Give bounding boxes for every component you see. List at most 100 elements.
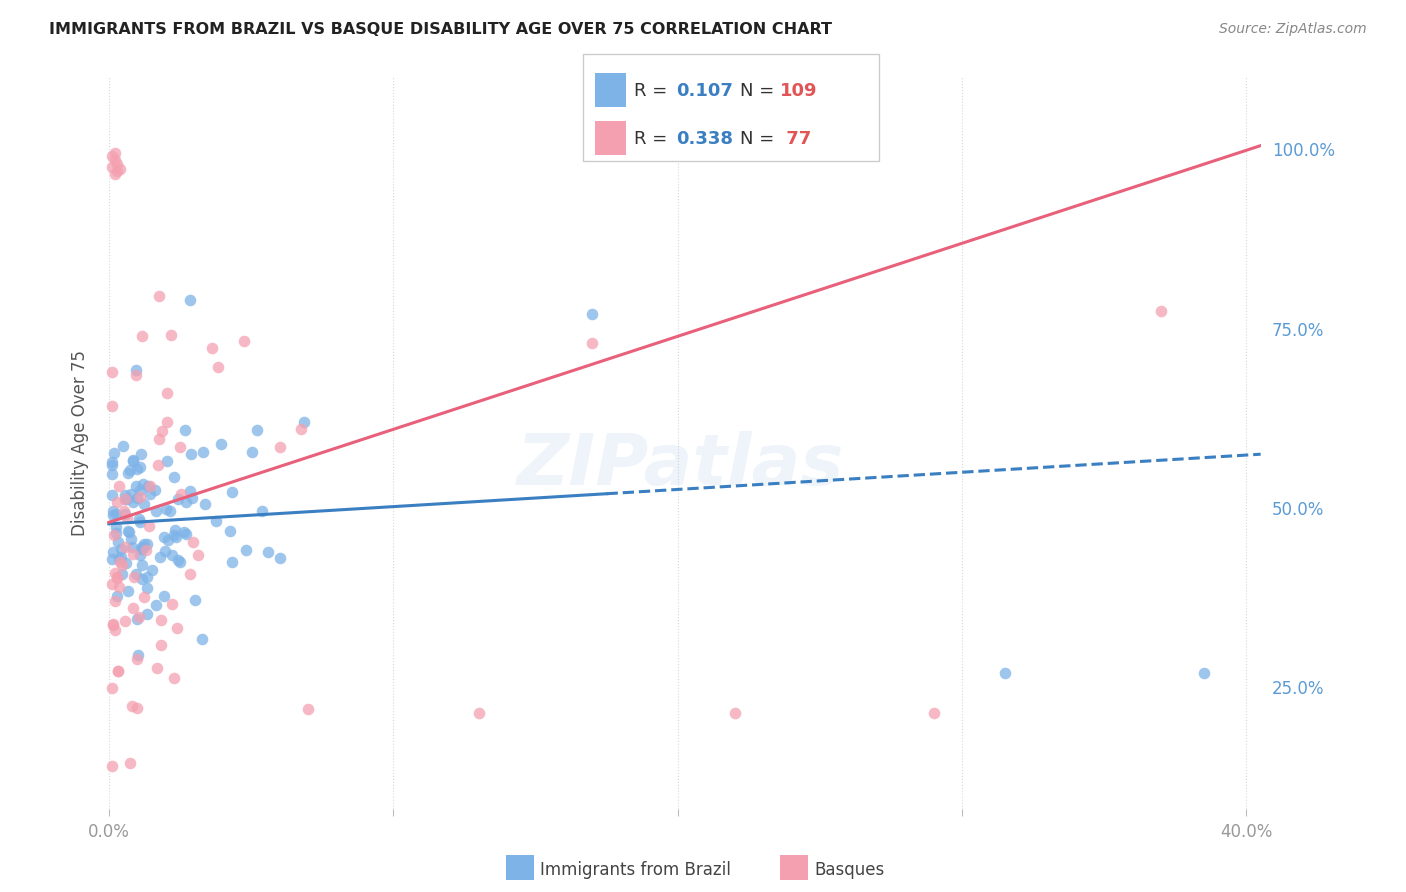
Point (165, 530, 187, 544)
Point (169, 555, 191, 569)
Point (174, 527, 197, 541)
Point (127, 462, 149, 476)
Point (132, 476, 155, 491)
Point (150, 424, 173, 438)
Point (107, 665, 129, 679)
Point (100, 467, 122, 481)
Point (181, 491, 204, 505)
Point (100, 149, 122, 163)
Point (194, 497, 217, 511)
Point (114, 488, 136, 502)
Point (134, 498, 156, 512)
Point (179, 293, 201, 308)
Point (101, 618, 124, 632)
Point (209, 437, 232, 451)
Point (269, 550, 291, 565)
Point (156, 385, 179, 400)
Point (191, 445, 214, 459)
Point (257, 545, 280, 559)
Point (132, 590, 155, 604)
Point (114, 540, 136, 554)
Point (104, 594, 127, 608)
Point (581, 307, 603, 321)
Point (127, 651, 149, 665)
Text: R =: R = (634, 82, 673, 100)
Point (143, 483, 166, 497)
Point (101, 545, 124, 559)
Point (121, 453, 143, 467)
Point (120, 487, 142, 501)
Point (145, 599, 167, 613)
Point (100, 455, 122, 469)
Point (160, 327, 183, 342)
Text: N =: N = (740, 130, 779, 148)
Point (117, 583, 139, 598)
Point (1150, 303, 1173, 318)
Point (146, 458, 169, 472)
Point (107, 664, 129, 678)
Point (111, 558, 134, 573)
Point (219, 524, 242, 538)
Point (101, 616, 124, 631)
Point (107, 163, 129, 178)
Point (105, 569, 128, 583)
Point (129, 542, 152, 557)
Point (167, 552, 190, 566)
Point (103, 446, 125, 460)
Point (125, 479, 148, 493)
Point (120, 463, 142, 477)
Point (122, 453, 145, 467)
Point (100, 458, 122, 472)
Point (148, 289, 170, 303)
Point (141, 563, 163, 577)
Point (163, 527, 186, 541)
Point (103, 167, 125, 181)
Point (101, 504, 124, 518)
Point (122, 548, 145, 562)
Point (115, 510, 138, 524)
Point (125, 701, 148, 715)
Point (290, 422, 312, 436)
Point (128, 483, 150, 497)
Point (252, 504, 274, 518)
Point (152, 530, 174, 544)
Point (108, 479, 131, 493)
Point (117, 466, 139, 480)
Point (105, 589, 128, 603)
Point (163, 523, 186, 537)
Point (127, 648, 149, 663)
Point (128, 610, 150, 624)
Point (169, 440, 191, 454)
Point (191, 632, 214, 646)
Point (233, 334, 256, 348)
Point (114, 508, 136, 522)
Point (159, 504, 181, 518)
Point (101, 508, 124, 523)
Point (129, 447, 152, 461)
Point (132, 541, 155, 555)
Point (135, 537, 157, 551)
Text: 77: 77 (780, 130, 811, 148)
Point (115, 556, 138, 570)
Point (115, 491, 138, 506)
Point (201, 341, 224, 355)
Text: Immigrants from Brazil: Immigrants from Brazil (540, 861, 731, 879)
Text: 0.338: 0.338 (676, 130, 734, 148)
Point (149, 613, 172, 627)
Text: R =: R = (634, 130, 673, 148)
Point (994, 666, 1017, 681)
Y-axis label: Disability Age Over 75: Disability Age Over 75 (72, 351, 89, 536)
Point (101, 487, 124, 501)
Point (128, 459, 150, 474)
Point (105, 507, 128, 521)
Point (135, 582, 157, 596)
Point (156, 453, 179, 467)
Point (176, 495, 198, 509)
Point (156, 415, 179, 429)
Point (240, 444, 263, 458)
Point (183, 593, 205, 607)
Point (118, 524, 141, 539)
Point (100, 160, 122, 174)
Point (108, 580, 131, 594)
Point (181, 535, 204, 549)
